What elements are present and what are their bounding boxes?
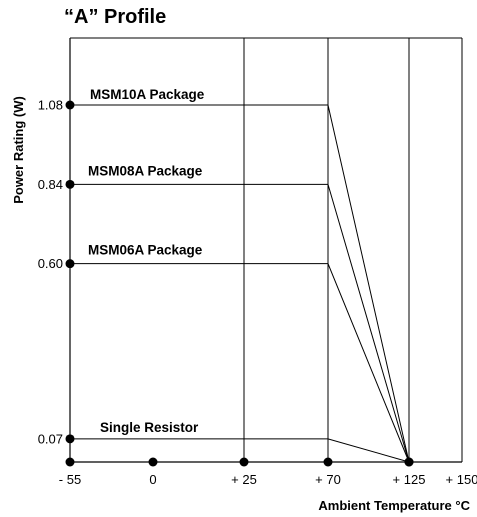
series-label: MSM08A Package xyxy=(88,163,203,178)
series-line xyxy=(70,438,410,463)
y-tick-label: 0.84 xyxy=(38,177,63,192)
x-tick-marker xyxy=(239,457,249,467)
y-tick-marker xyxy=(65,179,75,189)
x-tick-marker xyxy=(65,457,75,467)
x-tick-marker xyxy=(148,457,158,467)
chart-title: “A” Profile xyxy=(64,6,167,28)
series-label: MSM10A Package xyxy=(90,87,205,102)
series-label: Single Resistor xyxy=(100,420,199,435)
y-tick-marker xyxy=(65,434,75,444)
y-tick-marker xyxy=(65,259,75,269)
series-label: MSM06A Package xyxy=(88,243,203,258)
convergence-marker xyxy=(404,457,414,467)
x-tick-label: + 70 xyxy=(315,472,341,487)
series-lines xyxy=(70,104,410,463)
y-axis-title: Power Rating (W) xyxy=(11,96,26,204)
series-line xyxy=(70,183,410,463)
y-tick-label: 1.08 xyxy=(38,98,63,113)
x-tick-labels: - 55 0 + 25 + 70 + 125 + 150 xyxy=(59,472,477,487)
x-tick-label: + 25 xyxy=(231,472,257,487)
x-tick-label: + 150 xyxy=(446,472,477,487)
x-tick-label: + 125 xyxy=(393,472,426,487)
series-line xyxy=(70,104,410,463)
series-labels: MSM10A Package MSM08A Package MSM06A Packa… xyxy=(88,87,205,435)
series-line xyxy=(70,263,410,463)
x-axis-title: Ambient Temperature °C xyxy=(318,498,470,513)
y-tick-labels: 0.07 0.60 0.84 1.08 xyxy=(38,98,63,447)
grid-lines xyxy=(243,38,410,462)
x-tick-label: 0 xyxy=(149,472,156,487)
markers xyxy=(65,100,414,467)
y-tick-marker xyxy=(65,100,75,110)
y-tick-label: 0.07 xyxy=(38,431,63,446)
y-tick-label: 0.60 xyxy=(38,256,63,271)
x-tick-marker xyxy=(323,457,333,467)
x-tick-label: - 55 xyxy=(59,472,81,487)
